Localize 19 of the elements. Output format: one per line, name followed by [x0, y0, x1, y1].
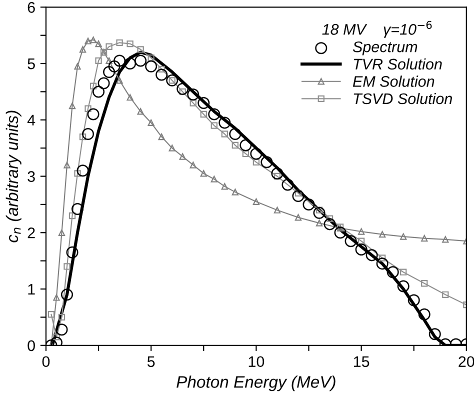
x-tick-label: 0: [42, 356, 50, 368]
y-tick-label: 3: [28, 171, 35, 182]
legend-title: 18 MV γ=10$^{−6}$: [322, 20, 432, 38]
x-tick-label: 5: [147, 356, 155, 368]
legend-label: Spectrum: [352, 41, 418, 56]
legend-label: TSVD Solution: [354, 92, 452, 104]
legend-label: EM Solution: [352, 76, 434, 87]
x-tick-label: 10: [248, 356, 264, 368]
y-tick-label: 5: [28, 58, 35, 70]
y-axis-title: c$_{n}$ (arbitrary units): [6, 110, 22, 242]
y-tick-label: 1: [28, 284, 35, 295]
y-tick-label: 4: [27, 114, 36, 126]
legend-label: TVR Solution: [354, 58, 442, 70]
y-tick-label: 0: [28, 340, 35, 352]
y-tick-label: 6: [28, 2, 35, 13]
x-axis-title: Photon Energy (MeV): [176, 376, 336, 392]
y-tick-label: 2: [28, 228, 35, 238]
x-tick-label: 15: [354, 356, 370, 368]
x-tick-label: 20: [458, 356, 474, 368]
